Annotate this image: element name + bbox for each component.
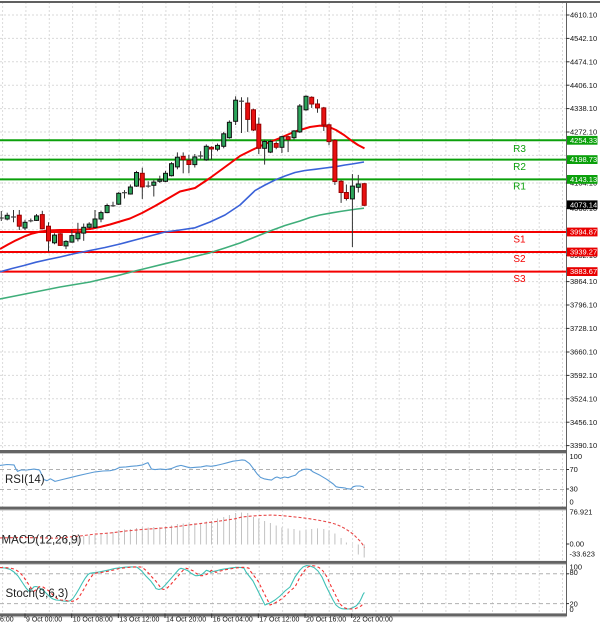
svg-text:20 Oct 16:00: 20 Oct 16:00 <box>306 617 346 624</box>
svg-text:S3: S3 <box>513 274 526 285</box>
svg-text:100: 100 <box>570 452 583 461</box>
svg-text:3728.10: 3728.10 <box>570 324 597 333</box>
svg-text:Stoch(9,6,3): Stoch(9,6,3) <box>6 588 69 600</box>
svg-text:4474.10: 4474.10 <box>570 57 597 66</box>
svg-text:30: 30 <box>570 485 578 494</box>
svg-text:3864.10: 3864.10 <box>570 277 597 286</box>
svg-text:R1: R1 <box>513 182 526 193</box>
svg-text:R2: R2 <box>513 162 526 173</box>
svg-text:3660.10: 3660.10 <box>570 348 597 357</box>
svg-text:3939.27: 3939.27 <box>570 248 597 257</box>
svg-text:13 Oct 12:00: 13 Oct 12:00 <box>119 617 159 624</box>
svg-text:R3: R3 <box>513 144 526 155</box>
svg-text:MACD(12,26,9): MACD(12,26,9) <box>2 535 82 547</box>
svg-text:4338.10: 4338.10 <box>570 104 597 113</box>
svg-text:76.921: 76.921 <box>570 507 593 516</box>
svg-text:14 Oct 20:00: 14 Oct 20:00 <box>166 617 206 624</box>
svg-text:3994.87: 3994.87 <box>570 228 597 237</box>
svg-text:3456.10: 3456.10 <box>570 418 597 427</box>
svg-text:100: 100 <box>570 562 583 571</box>
svg-text:3796.10: 3796.10 <box>570 301 597 310</box>
svg-text:22 Oct 00:00: 22 Oct 00:00 <box>353 617 393 624</box>
svg-text:4272.10: 4272.10 <box>570 128 597 137</box>
svg-text:9 Oct 00:00: 9 Oct 00:00 <box>26 617 62 624</box>
svg-text:0: 0 <box>570 497 574 506</box>
svg-text:0: 0 <box>570 605 574 614</box>
svg-text:S2: S2 <box>513 254 526 265</box>
svg-text:16 Oct 04:00: 16 Oct 04:00 <box>213 617 253 624</box>
svg-text:4610.10: 4610.10 <box>570 11 597 20</box>
svg-text:3592.10: 3592.10 <box>570 371 597 380</box>
svg-text:3883.67: 3883.67 <box>570 267 597 276</box>
svg-text:6:00: 6:00 <box>0 617 14 624</box>
svg-text:70: 70 <box>570 465 578 474</box>
svg-text:10 Oct 08:00: 10 Oct 08:00 <box>73 617 113 624</box>
svg-text:4143.13: 4143.13 <box>570 175 597 184</box>
svg-text:20: 20 <box>570 600 578 609</box>
svg-text:3390.10: 3390.10 <box>570 441 597 450</box>
svg-text:4073.14: 4073.14 <box>570 200 597 209</box>
svg-text:4254.33: 4254.33 <box>570 136 597 145</box>
svg-text:4198.73: 4198.73 <box>570 155 597 164</box>
svg-text:17 Oct 12:00: 17 Oct 12:00 <box>259 617 299 624</box>
svg-text:80: 80 <box>570 568 578 577</box>
svg-text:0.00: 0.00 <box>570 540 585 549</box>
svg-text:4542.10: 4542.10 <box>570 34 597 43</box>
svg-text:3524.10: 3524.10 <box>570 394 597 403</box>
svg-text:4406.10: 4406.10 <box>570 81 597 90</box>
svg-text:RSI(14): RSI(14) <box>5 474 45 486</box>
svg-text:S1: S1 <box>513 235 526 246</box>
svg-text:-33.623: -33.623 <box>570 549 595 558</box>
